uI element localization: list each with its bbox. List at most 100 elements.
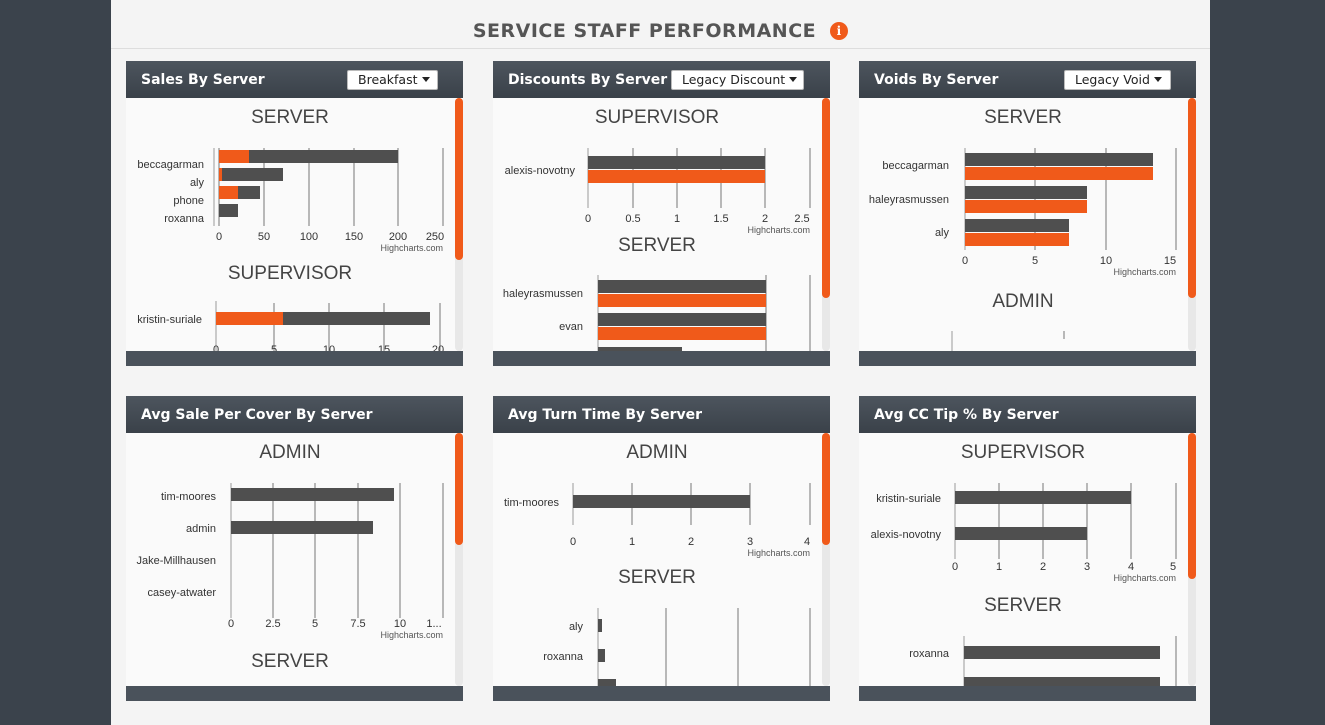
page-title: SERVICE STAFF PERFORMANCE i xyxy=(111,20,1210,42)
bar-roxanna[interactable] xyxy=(598,649,605,662)
dropdown-value: Legacy Discount xyxy=(682,72,786,87)
axis-tick-label: 2 xyxy=(1040,561,1046,573)
highcharts-credit[interactable]: Highcharts.com xyxy=(747,225,810,235)
panel-footer xyxy=(859,351,1196,366)
bar-evan[interactable] xyxy=(598,313,766,326)
chart-group-heading: SUPERVISOR xyxy=(595,107,719,128)
panel-discounts-by-server: Discounts By Server Legacy Discount SUPE… xyxy=(493,61,830,366)
bar-beccagarman[interactable] xyxy=(219,150,398,163)
panel-header: Avg CC Tip % By Server xyxy=(859,396,1196,433)
scrollbar-track[interactable] xyxy=(455,433,463,686)
axis-tick-label: 50 xyxy=(258,231,270,243)
scrollbar-thumb[interactable] xyxy=(1188,98,1196,298)
highcharts-credit[interactable]: Highcharts.com xyxy=(380,630,443,640)
void-type-dropdown[interactable]: Legacy Void xyxy=(1064,70,1171,90)
chart-group-heading: SERVER xyxy=(618,235,696,256)
bar-haleyrasmussen[interactable] xyxy=(598,280,766,293)
panel-header: Voids By Server Legacy Void xyxy=(859,61,1196,98)
bar-tim-moores[interactable] xyxy=(231,488,394,501)
panel-footer xyxy=(493,351,830,366)
category-label: haleyrasmussen xyxy=(869,194,949,206)
highcharts-credit[interactable]: Highcharts.com xyxy=(747,548,810,558)
scrollbar-thumb[interactable] xyxy=(455,433,463,545)
bar-alexis-novotny[interactable] xyxy=(588,156,765,169)
highcharts-credit[interactable]: Highcharts.com xyxy=(1113,267,1176,277)
bar-alexis-novotny[interactable] xyxy=(955,527,1087,540)
bar-evan-orange[interactable] xyxy=(598,327,766,340)
axis-tick-label: 3 xyxy=(1084,561,1090,573)
panel-footer xyxy=(859,686,1196,701)
axis-tick-label: 1 xyxy=(629,536,635,548)
axis-tick-label: 1 xyxy=(674,213,680,225)
scrollbar-track[interactable] xyxy=(822,433,830,686)
axis-tick-label: 3 xyxy=(747,536,753,548)
highcharts-credit[interactable]: Highcharts.com xyxy=(380,243,443,253)
bar-haleyrasmussen[interactable] xyxy=(965,186,1087,199)
page-title-text: SERVICE STAFF PERFORMANCE xyxy=(472,20,817,42)
bar-beccagarman[interactable] xyxy=(965,153,1153,166)
bar-aly-orange[interactable] xyxy=(219,168,222,181)
scrollbar-track[interactable] xyxy=(1188,433,1196,686)
bar-admin[interactable] xyxy=(231,521,373,534)
bar-kristin-suriale-orange[interactable] xyxy=(216,312,283,325)
bar-roxanna[interactable] xyxy=(219,204,238,217)
category-label: alexis-novotny xyxy=(871,529,942,541)
scrollbar-thumb[interactable] xyxy=(822,98,830,298)
chart-svg: SERVER beccagarman haleyrasmussen aly 0 … xyxy=(869,107,1177,351)
panel-footer xyxy=(493,686,830,701)
bar-phone-orange[interactable] xyxy=(219,186,238,199)
category-label: admin xyxy=(186,523,216,535)
bar-kristin-suriale[interactable] xyxy=(955,491,1131,504)
bar-aly-orange[interactable] xyxy=(965,233,1069,246)
bar-alexis-novotny-orange[interactable] xyxy=(588,170,765,183)
scrollbar-track[interactable] xyxy=(1188,98,1196,351)
panel-header: Avg Turn Time By Server xyxy=(493,396,830,433)
highcharts-credit[interactable]: Highcharts.com xyxy=(1113,573,1176,583)
bar-haleyrasmussen-orange[interactable] xyxy=(965,200,1087,213)
meal-period-dropdown[interactable]: Breakfast xyxy=(347,70,438,90)
scrollbar-thumb[interactable] xyxy=(455,98,463,260)
axis-tick-label: 15 xyxy=(1164,255,1176,267)
bar-tim-moores[interactable] xyxy=(573,495,750,508)
info-icon[interactable]: i xyxy=(830,22,849,40)
discount-type-dropdown[interactable]: Legacy Discount xyxy=(671,70,804,90)
chart-group-heading: SERVER xyxy=(984,595,1062,616)
category-label: evan xyxy=(559,321,583,333)
bar-roxanna[interactable] xyxy=(964,646,1160,659)
bar-aly[interactable] xyxy=(598,619,602,632)
bar-aly[interactable] xyxy=(219,168,283,181)
bar-beccagarman-orange[interactable] xyxy=(965,167,1153,180)
axis-tick-label: 0 xyxy=(570,536,576,548)
category-label: kristin-suriale xyxy=(137,314,202,326)
bar-haleyrasmussen-orange[interactable] xyxy=(598,294,766,307)
panel-sales-by-server: Sales By Server Breakfast SERVER xyxy=(126,61,463,366)
chart-group-heading: SERVER xyxy=(618,567,696,588)
scrollbar-track[interactable] xyxy=(455,98,463,351)
bar-partial[interactable] xyxy=(964,677,1160,686)
bar-aly[interactable] xyxy=(965,219,1069,232)
bar-partial[interactable] xyxy=(598,679,616,686)
bar-beccagarman-orange[interactable] xyxy=(219,150,249,163)
chart-svg: SUPERVISOR kristin-suriale alexis-novotn… xyxy=(871,442,1177,686)
axis-tick-label: 10 xyxy=(394,618,406,630)
chart-group-heading: SERVER xyxy=(984,107,1062,128)
bar-partial[interactable] xyxy=(598,347,682,351)
axis-tick-label: 100 xyxy=(300,231,318,243)
axis-tick-label: 10 xyxy=(323,344,335,351)
axis-tick-label: 1.5 xyxy=(713,213,728,225)
category-label: Jake-Millhausen xyxy=(137,555,216,567)
panel-title: Discounts By Server xyxy=(508,72,668,88)
scrollbar-thumb[interactable] xyxy=(822,433,830,545)
panel-title: Sales By Server xyxy=(141,72,265,88)
caret-down-icon xyxy=(421,77,430,82)
panel-title: Voids By Server xyxy=(874,72,999,88)
category-label: casey-atwater xyxy=(148,587,217,599)
category-label: alexis-novotny xyxy=(505,165,576,177)
category-label: aly xyxy=(190,177,205,189)
panel-header: Avg Sale Per Cover By Server xyxy=(126,396,463,433)
dropdown-value: Breakfast xyxy=(358,72,418,87)
scrollbar-thumb[interactable] xyxy=(1188,433,1196,579)
axis-tick-label: 250 xyxy=(426,231,444,243)
scrollbar-track[interactable] xyxy=(822,98,830,351)
axis-tick-label: 0 xyxy=(213,344,219,351)
